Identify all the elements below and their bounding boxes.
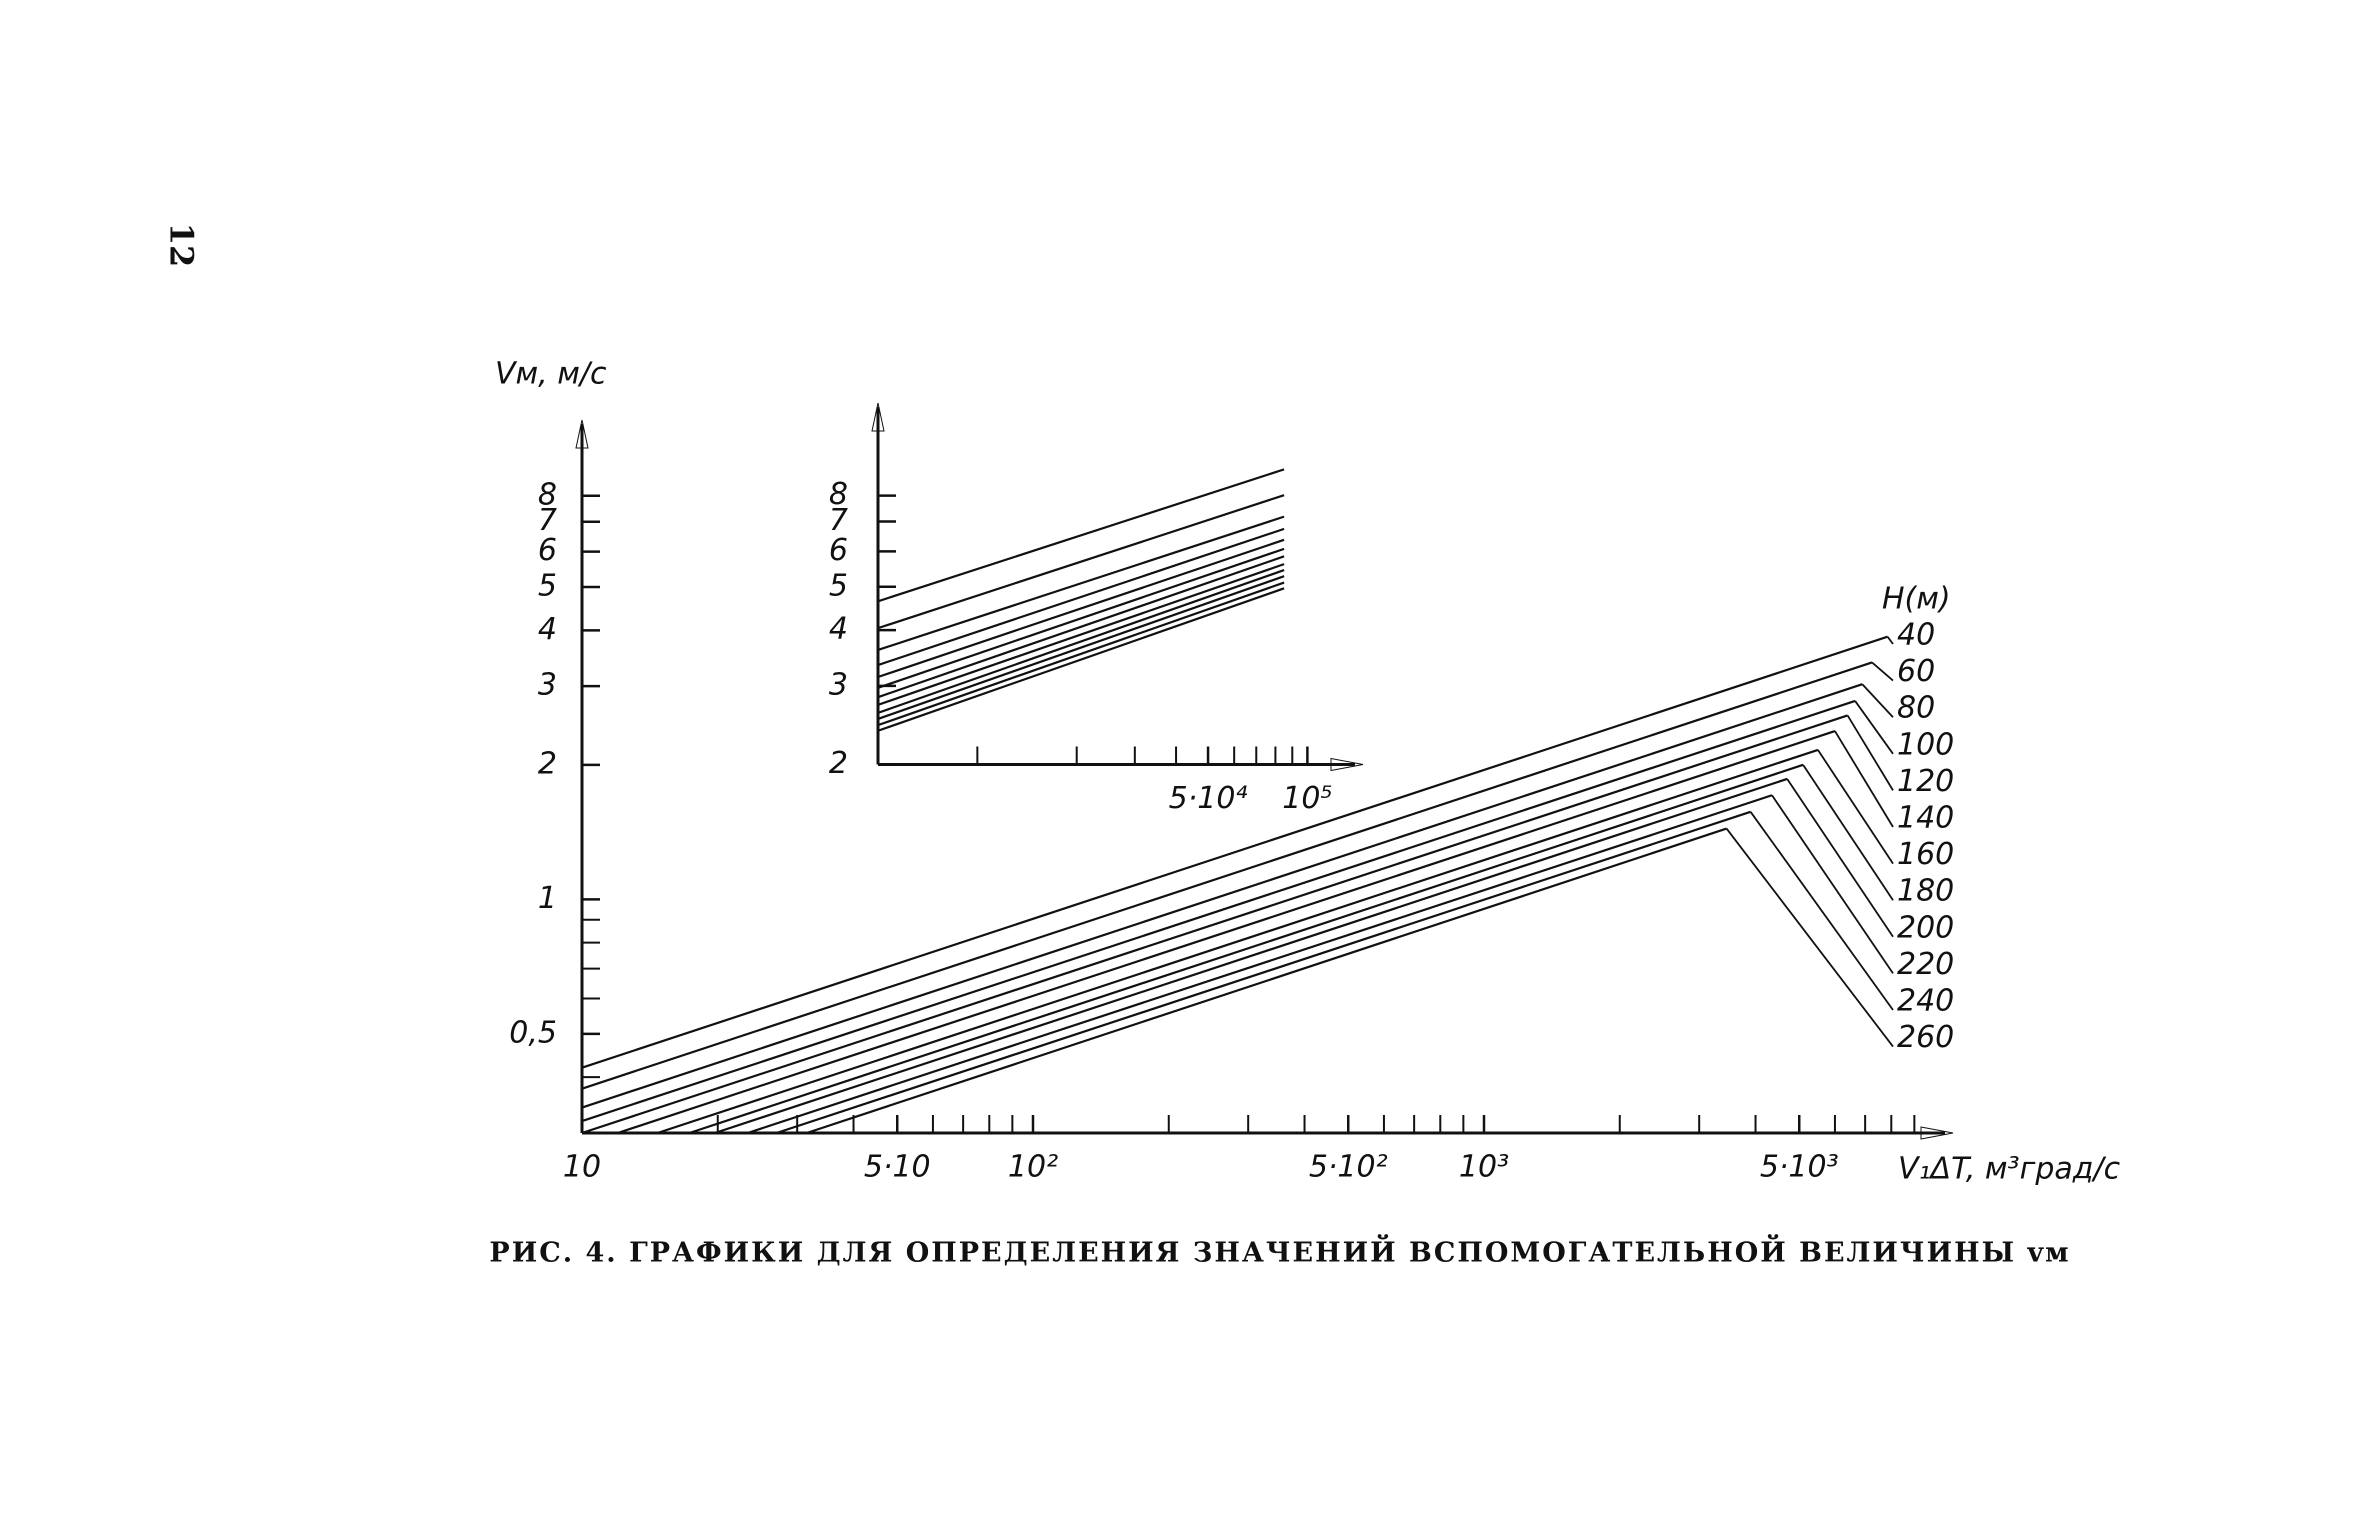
x-tick-label: 10	[563, 1150, 601, 1185]
series-line	[877, 569, 1285, 714]
x-tick-label: 5·10²	[1309, 1150, 1388, 1185]
x-tick-label: 5·10⁴	[1169, 781, 1248, 816]
series-line	[747, 794, 1773, 1135]
series-line	[877, 581, 1285, 727]
series-line	[776, 810, 1751, 1135]
series-line	[877, 547, 1285, 689]
series-line	[617, 730, 1836, 1135]
y-axis-arrow	[871, 402, 885, 432]
legend-label: 100	[1897, 727, 1954, 762]
x-tick-label: 10⁵	[1282, 781, 1332, 816]
leader-line	[1817, 749, 1894, 865]
x-tick-label: 5·10³	[1760, 1150, 1839, 1185]
y-tick-label: 6	[829, 533, 848, 568]
y-axis-arrow	[575, 419, 589, 449]
x-axis-arrow	[1920, 1126, 1954, 1140]
series-line	[877, 494, 1285, 630]
caption: РИС. 4. ГРАФИКИ ДЛЯ ОПРЕДЕЛЕНИЯ ЗНАЧЕНИЙ…	[489, 1234, 2070, 1269]
y-tick-label: 7	[829, 503, 848, 538]
y-tick-label: 4	[829, 612, 848, 647]
legend-label: 120	[1897, 764, 1954, 799]
series-line	[877, 575, 1285, 720]
series-line	[877, 555, 1285, 699]
series-line	[877, 527, 1285, 667]
legend-label: 220	[1897, 947, 1954, 982]
y-tick-label: 3	[829, 667, 848, 702]
leader-line	[1871, 661, 1894, 682]
series-line	[581, 714, 1848, 1135]
legend-label: 160	[1897, 837, 1954, 872]
x-tick-label: 10³	[1459, 1150, 1509, 1185]
series-line	[877, 515, 1285, 652]
legend-label: 180	[1897, 874, 1954, 909]
legend-label: 140	[1897, 801, 1954, 836]
series-line	[689, 763, 1804, 1135]
y-tick-label: 2	[538, 746, 557, 781]
legend-label: 260	[1897, 1020, 1954, 1055]
y-tick-label: 2	[829, 746, 848, 781]
page-number: 12	[163, 223, 201, 268]
x-tick-label: 10²	[1008, 1150, 1058, 1185]
y-tick-label: 7	[538, 503, 557, 538]
series-line	[581, 635, 1888, 1069]
leader-line	[1886, 636, 1894, 645]
series-line	[714, 777, 1788, 1135]
series-line	[657, 748, 1819, 1135]
leader-line	[1846, 714, 1894, 791]
y-tick-label: 8	[538, 477, 557, 512]
y-tick-label: 5	[538, 569, 557, 604]
series-line	[806, 827, 1727, 1135]
y-tick-label: 5	[829, 568, 848, 603]
legend-label: 80	[1897, 691, 1935, 726]
legend-title: H(м)	[1882, 582, 1951, 617]
series-line	[877, 587, 1285, 732]
legend-label: 240	[1897, 984, 1954, 1019]
y-axis-title: Vм, м/с	[495, 357, 607, 392]
leader-line	[1854, 700, 1894, 755]
y-tick-label: 3	[538, 668, 557, 703]
x-axis-arrow	[1330, 757, 1364, 772]
legend-label: 40	[1897, 618, 1935, 653]
y-tick-label: 0,5	[509, 1015, 557, 1050]
leader-line	[1861, 683, 1894, 718]
y-tick-label: 8	[829, 477, 848, 512]
series-line	[877, 563, 1285, 706]
legend-label: 200	[1897, 910, 1954, 945]
leader-line	[1786, 778, 1894, 938]
x-axis-title: V₁ΔT, м³град/с	[1898, 1152, 2121, 1187]
y-tick-label: 1	[538, 881, 557, 916]
series-line	[877, 468, 1285, 603]
y-tick-label: 4	[538, 612, 557, 647]
series-line	[877, 538, 1285, 679]
leader-line	[1725, 828, 1894, 1048]
leader-line	[1834, 730, 1894, 828]
y-tick-label: 6	[538, 533, 557, 568]
legend-label: 60	[1897, 654, 1935, 689]
series-line	[581, 683, 1863, 1109]
x-tick-label: 5·10	[864, 1150, 931, 1185]
leader-line	[1771, 794, 1894, 974]
series-line	[581, 699, 1856, 1123]
leader-line	[1802, 764, 1894, 901]
leader-line	[1749, 811, 1894, 1011]
series-line	[581, 661, 1873, 1090]
